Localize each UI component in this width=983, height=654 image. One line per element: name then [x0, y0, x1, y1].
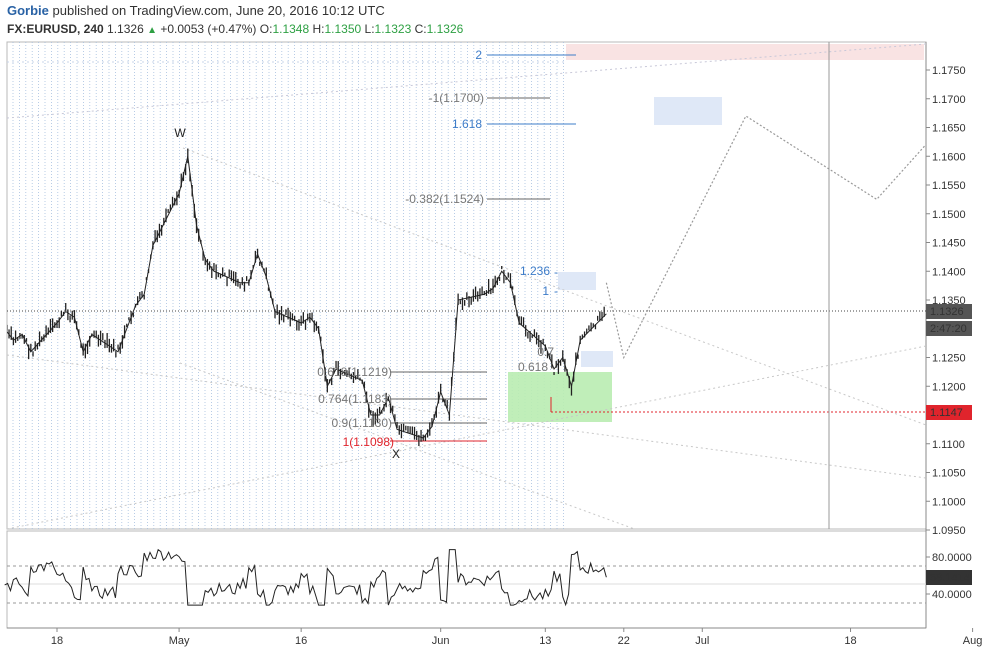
rsi-tick-80: 80.0000: [932, 552, 972, 564]
high-value: 1.1350: [324, 22, 362, 36]
time-tick-label: Jun: [432, 635, 450, 647]
support-zone-green: [508, 372, 612, 422]
low-value: 1.1323: [374, 22, 412, 36]
fib-label-2: 2: [475, 48, 482, 62]
price-tick-label: 1.1200: [932, 381, 966, 393]
publish-line: Gorbie published on TradingView.com, Jun…: [7, 3, 385, 18]
rsi-indicator: [4, 548, 926, 607]
time-axis[interactable]: 18 May 16 Jun 13 22 Jul 18 Aug: [51, 628, 983, 647]
price-tick-label: 1.1050: [932, 468, 966, 480]
fib-label-small-0618: 0.618: [518, 360, 548, 374]
symbol-label: FX:EURUSD, 240: [7, 22, 104, 36]
pullback-box-blue: [581, 351, 613, 367]
dotted-vertical-grid: [12, 42, 564, 529]
low-label: L:: [364, 22, 375, 36]
time-tick-label: 13: [539, 635, 551, 647]
fib-label-1236: 1.236: [520, 264, 550, 278]
fib-label-neg0382: -0.382(1.1524): [405, 192, 484, 206]
time-tick-label: 18: [51, 635, 63, 647]
rsi-tick-40: 40.0000: [932, 589, 972, 601]
trendline-upper-channel: [7, 43, 926, 119]
price-tick-label: 1.1000: [932, 496, 966, 508]
symbol-line: FX:EURUSD, 240 1.1326 ▲ +0.0053 (+0.47%)…: [7, 22, 463, 36]
trendline-resistance: [182, 147, 926, 426]
level-price-badge-text: 1.1147: [930, 407, 963, 419]
last-price-badge: [926, 304, 972, 319]
ext-box-blue: [558, 272, 596, 290]
close-label: C:: [414, 22, 427, 36]
main-pane[interactable]: [6, 41, 927, 530]
fib-label-0764: 0.764(1.1183): [318, 392, 392, 406]
price-tick-label: 1.1650: [932, 123, 966, 135]
fib-label-1618: 1.618: [452, 117, 482, 131]
open-label: O:: [259, 22, 273, 36]
fib-tick-1: -: [554, 284, 558, 298]
drawings-layer: [7, 42, 926, 529]
trendline-support: [7, 345, 926, 529]
projection-path: [605, 115, 926, 360]
countdown-badge-text: 2:47:20: [930, 323, 967, 335]
fib-label-neg1: -1(1.1700): [429, 91, 484, 105]
price-tick-label: 1.1100: [932, 439, 965, 451]
author-name[interactable]: Gorbie: [7, 3, 49, 18]
last-price-badge-text: 1.1326: [930, 306, 964, 318]
candles-group: [7, 148, 605, 447]
price-tick-label: 1.1450: [932, 238, 966, 250]
time-tick-label: 18: [844, 635, 856, 647]
price-tick-label: 1.1550: [932, 180, 966, 192]
price-change: +0.0053 (+0.47%): [160, 22, 257, 36]
wave-label-w: W: [174, 126, 186, 140]
countdown-badge: [926, 321, 972, 336]
rsi-pane[interactable]: [6, 530, 927, 629]
high-label: H:: [312, 22, 325, 36]
fib-label-1: 1: [542, 284, 549, 298]
close-value: 1.1326: [426, 22, 464, 36]
price-tick-label: 1.1750: [932, 65, 966, 77]
trendline-lower-2: [179, 362, 636, 529]
price-tick-label: 1.1600: [932, 151, 966, 163]
rsi-value-badge: [926, 570, 972, 585]
publish-info: published on TradingView.com, June 20, 2…: [52, 3, 385, 18]
wave-label-x: X: [392, 447, 400, 461]
time-tick-label: Jul: [695, 635, 709, 647]
fib-label-small-07: 0.7: [537, 345, 554, 359]
fib-label-09: 0.9(1.1130): [332, 416, 393, 430]
time-tick-label: 22: [618, 635, 630, 647]
price-tick-label: 1.1400: [932, 266, 966, 278]
time-tick-label: Aug: [963, 635, 983, 647]
price-tick-label: 1.1700: [932, 94, 966, 106]
rsi-axis: 80.0000 40.0000: [926, 552, 972, 601]
fib-tick-1236: -: [554, 265, 558, 279]
price-tick-label: 1.0950: [932, 525, 966, 537]
target-box-blue: [654, 97, 722, 125]
price-tick-label: 1.1250: [932, 353, 966, 365]
last-price: 1.1326: [107, 22, 144, 36]
time-tick-label: 16: [295, 635, 307, 647]
price-axis[interactable]: 1.1750 1.1700 1.1650 1.1600 1.1550 1.1500 1.14…: [926, 65, 966, 537]
open-value: 1.1348: [272, 22, 310, 36]
rsi-value-badge-text: 58.1414: [930, 572, 970, 584]
price-tick-label: 1.1500: [932, 209, 966, 221]
level-price-badge: [926, 405, 972, 420]
time-tick-label: May: [169, 635, 190, 647]
fib-label-1: 1(1.1098): [343, 435, 394, 449]
rsi-line: [4, 548, 607, 607]
target-zone-pink: [566, 44, 924, 60]
fib-label-0618: 0.618(1.1219): [317, 365, 392, 379]
triangle-up-icon: ▲: [147, 25, 157, 36]
